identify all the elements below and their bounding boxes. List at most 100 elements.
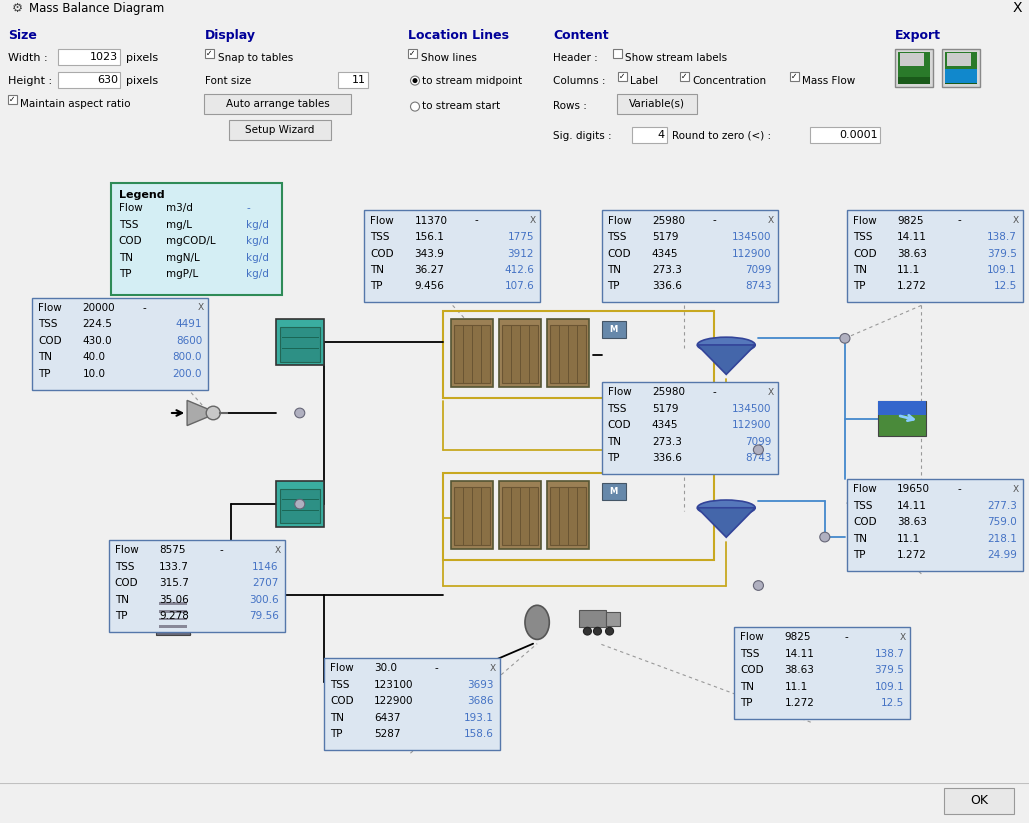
Text: 24.99: 24.99: [987, 550, 1017, 560]
Text: Location Lines: Location Lines: [409, 29, 509, 42]
Text: ⚙: ⚙: [12, 2, 24, 15]
FancyBboxPatch shape: [617, 94, 697, 114]
Text: Variable(s): Variable(s): [629, 99, 685, 109]
Text: Flow: Flow: [853, 484, 877, 494]
FancyBboxPatch shape: [229, 119, 331, 140]
Text: 379.5: 379.5: [875, 665, 904, 676]
Text: 759.0: 759.0: [987, 517, 1017, 527]
Text: COD: COD: [118, 236, 142, 246]
Text: 79.56: 79.56: [249, 611, 279, 621]
Circle shape: [294, 408, 305, 418]
Text: mgP/L: mgP/L: [166, 269, 199, 279]
Text: 5179: 5179: [651, 403, 678, 414]
FancyBboxPatch shape: [602, 321, 626, 338]
Text: Rows :: Rows :: [553, 100, 587, 110]
Text: 8743: 8743: [745, 453, 772, 463]
Text: 109.1: 109.1: [987, 265, 1017, 275]
Text: M: M: [609, 325, 617, 334]
Text: X: X: [1013, 216, 1019, 225]
Text: M: M: [609, 487, 617, 496]
FancyBboxPatch shape: [205, 49, 214, 58]
FancyBboxPatch shape: [338, 72, 368, 87]
Text: Flow: Flow: [740, 632, 765, 643]
Text: COD: COD: [114, 578, 138, 588]
Circle shape: [840, 333, 850, 343]
FancyBboxPatch shape: [602, 211, 778, 303]
Text: TN: TN: [118, 253, 133, 263]
FancyBboxPatch shape: [32, 298, 208, 390]
Text: TP: TP: [607, 453, 620, 463]
Text: 3686: 3686: [467, 696, 494, 706]
Text: 343.9: 343.9: [415, 249, 445, 258]
FancyBboxPatch shape: [680, 72, 689, 81]
Text: Content: Content: [553, 29, 608, 42]
Text: 9.456: 9.456: [415, 281, 445, 291]
Text: Display: Display: [205, 29, 256, 42]
Text: 12.5: 12.5: [881, 698, 904, 709]
Circle shape: [605, 627, 613, 635]
Text: 19650: 19650: [897, 484, 930, 494]
Text: Flow: Flow: [853, 216, 877, 226]
Text: 107.6: 107.6: [504, 281, 534, 291]
Text: 7099: 7099: [745, 265, 772, 275]
Text: 35.06: 35.06: [158, 594, 188, 605]
Text: Snap to tables: Snap to tables: [218, 53, 293, 63]
Text: -: -: [474, 216, 478, 226]
Text: 379.5: 379.5: [987, 249, 1017, 258]
Text: 138.7: 138.7: [987, 232, 1017, 242]
Text: Height :: Height :: [8, 76, 52, 86]
Circle shape: [411, 102, 420, 111]
Text: TN: TN: [38, 352, 52, 362]
Text: pixels: pixels: [126, 53, 158, 63]
Text: 5287: 5287: [375, 729, 400, 739]
Text: Concentration: Concentration: [691, 76, 767, 86]
Text: TN: TN: [607, 265, 622, 275]
Text: Mass Balance Diagram: Mass Balance Diagram: [29, 2, 164, 15]
Text: mgN/L: mgN/L: [166, 253, 200, 263]
Text: 6437: 6437: [375, 713, 400, 723]
Text: pixels: pixels: [126, 76, 158, 86]
Text: TSS: TSS: [607, 232, 627, 242]
Text: kg/d: kg/d: [246, 253, 270, 263]
Text: 158.6: 158.6: [464, 729, 494, 739]
FancyBboxPatch shape: [942, 49, 980, 86]
Text: -: -: [712, 387, 716, 398]
Text: Setup Wizard: Setup Wizard: [245, 124, 315, 135]
Polygon shape: [698, 345, 755, 374]
Text: 25980: 25980: [651, 387, 685, 398]
Text: 36.27: 36.27: [415, 265, 445, 275]
Text: Width :: Width :: [8, 53, 47, 63]
Text: -: -: [958, 484, 961, 494]
Text: 1146: 1146: [252, 561, 279, 572]
Text: 630: 630: [97, 75, 118, 85]
Ellipse shape: [698, 337, 755, 353]
Text: Flow: Flow: [607, 387, 632, 398]
Text: 112900: 112900: [732, 420, 772, 430]
Text: 1.272: 1.272: [784, 698, 814, 709]
Text: to stream start: to stream start: [422, 100, 500, 110]
Text: 134500: 134500: [732, 232, 772, 242]
Text: TP: TP: [38, 369, 50, 379]
Text: 9825: 9825: [897, 216, 924, 226]
Text: 38.63: 38.63: [897, 517, 927, 527]
Text: -: -: [219, 545, 223, 556]
Text: X: X: [198, 304, 204, 312]
Text: 10.0: 10.0: [82, 369, 106, 379]
Circle shape: [583, 627, 592, 635]
Text: TSS: TSS: [38, 319, 58, 329]
Text: X: X: [1013, 1, 1022, 16]
Text: 133.7: 133.7: [158, 561, 188, 572]
FancyBboxPatch shape: [878, 402, 926, 416]
Text: 11: 11: [352, 75, 366, 85]
Text: 20000: 20000: [82, 303, 115, 313]
Text: 40.0: 40.0: [82, 352, 106, 362]
Text: mg/L: mg/L: [166, 220, 192, 230]
FancyBboxPatch shape: [945, 77, 977, 84]
Text: 3912: 3912: [507, 249, 534, 258]
Text: 134500: 134500: [732, 403, 772, 414]
Text: TN: TN: [607, 436, 622, 447]
FancyBboxPatch shape: [898, 77, 930, 84]
FancyBboxPatch shape: [276, 319, 324, 365]
Circle shape: [753, 581, 764, 590]
Ellipse shape: [525, 605, 549, 639]
